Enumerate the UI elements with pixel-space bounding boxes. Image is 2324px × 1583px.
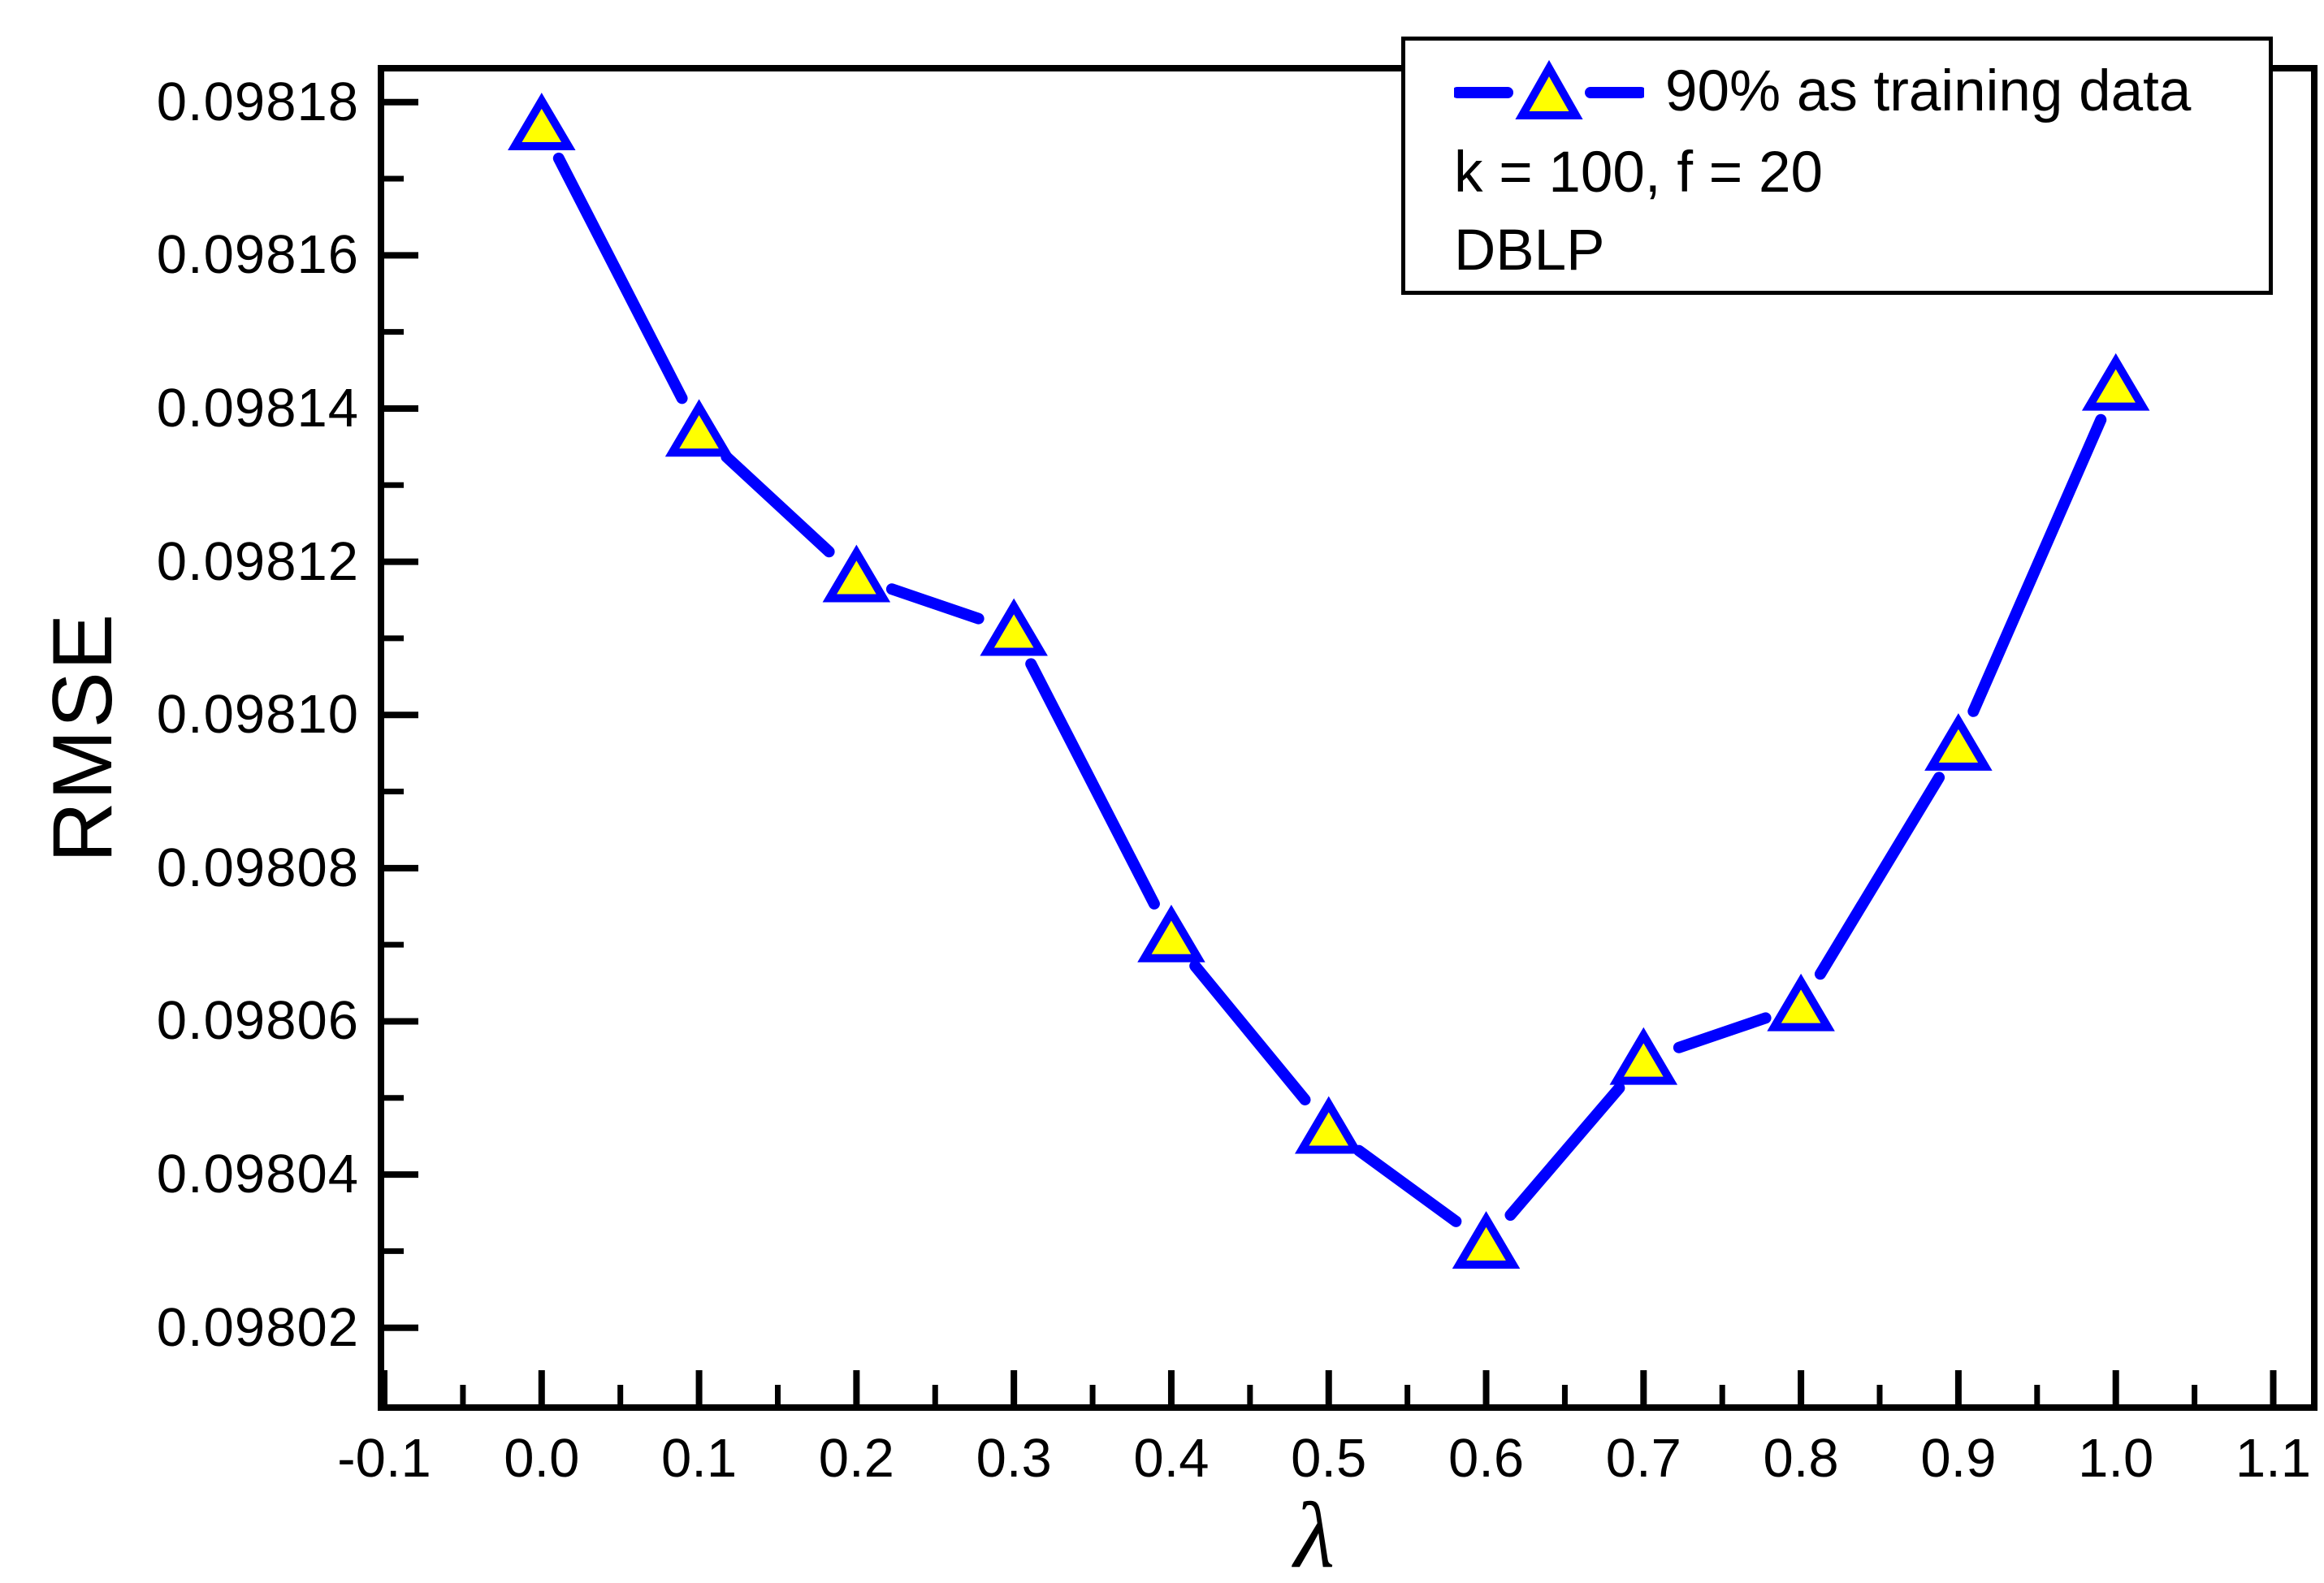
series-line-segment: [1673, 1012, 1772, 1053]
y-tick-label: 0.09802: [156, 1296, 359, 1358]
series-line-segment: [1025, 658, 1160, 910]
data-point-triangle-marker: [664, 399, 734, 457]
data-point-triangle-marker: [1767, 973, 1835, 1032]
y-tick-label: 0.09804: [156, 1144, 359, 1205]
x-tick-label: 0.6: [1448, 1428, 1525, 1489]
series-line-segment: [721, 451, 835, 558]
legend-entry-series: 90% as training data: [1454, 54, 2191, 128]
x-tick-label: 0.2: [818, 1428, 894, 1489]
x-axis-title: λ: [1293, 1484, 1335, 1583]
legend-line-marker-sample: [1454, 59, 1644, 119]
series-line-segment: [552, 152, 688, 404]
x-tick-label: 0.8: [1763, 1428, 1839, 1489]
x-tick-label: 0.3: [976, 1428, 1052, 1489]
legend-entry-dataset: DBLP: [1454, 213, 1604, 288]
x-tick-label: 0.5: [1291, 1428, 1367, 1489]
y-tick-label: 0.09808: [156, 837, 359, 898]
y-tick-label: 0.09818: [156, 71, 359, 132]
series-line-segment: [885, 583, 985, 625]
series-line-segment: [1352, 1144, 1462, 1227]
series-line-segment: [1967, 413, 2107, 717]
y-tick-label: 0.09810: [156, 684, 359, 746]
y-tick-label: 0.09812: [156, 530, 359, 592]
series-line-segment: [1189, 960, 1311, 1105]
y-tick-label: 0.09806: [156, 990, 359, 1052]
x-tick-label: 0.0: [504, 1428, 580, 1489]
x-tick-label: 1.1: [2235, 1428, 2312, 1489]
legend-dataset-label: DBLP: [1454, 218, 1605, 283]
y-tick-label: 0.09816: [156, 224, 359, 286]
data-point-triangle-marker: [1295, 1096, 1363, 1154]
y-tick-label: 0.09814: [156, 377, 359, 439]
x-tick-label: 0.9: [1920, 1428, 1997, 1489]
data-point-triangle-marker: [1452, 1211, 1521, 1269]
data-point-triangle-marker: [1137, 904, 1205, 962]
data-point-triangle-marker: [822, 544, 891, 603]
chart-plot-area: [381, 93, 2277, 1404]
legend-series-label: 90% as training data: [1665, 58, 2192, 123]
data-point-triangle-marker: [980, 598, 1048, 656]
x-tick-label: 0.7: [1605, 1428, 1681, 1489]
legend-triangle-marker-icon: [1515, 59, 1583, 119]
x-tick-label: 1.0: [2078, 1428, 2154, 1489]
legend-box: 90% as training data k = 100, f = 20 DBL…: [1401, 37, 2273, 295]
data-point-triangle-marker: [508, 93, 576, 151]
legend-entry-params: k = 100, f = 20: [1454, 135, 1823, 210]
series-line-segment: [1504, 1082, 1625, 1222]
x-tick-label: 0.1: [661, 1428, 738, 1489]
x-tick-label: 0.4: [1133, 1428, 1210, 1489]
data-point-triangle-marker: [1924, 713, 1993, 771]
data-point-triangle-marker: [1609, 1027, 1678, 1085]
series-line-segment: [1814, 772, 1945, 980]
y-axis-title: RMSE: [36, 612, 130, 863]
x-tick-label: -0.1: [337, 1428, 431, 1489]
legend-params-label: k = 100, f = 20: [1454, 140, 1823, 205]
data-point-triangle-marker: [2081, 352, 2150, 411]
